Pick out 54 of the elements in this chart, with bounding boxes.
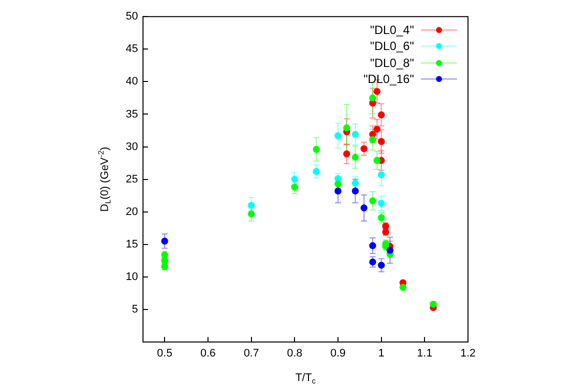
y-tick-label: 25 — [126, 173, 138, 186]
point — [291, 184, 298, 191]
point — [386, 246, 394, 254]
point — [369, 94, 376, 102]
x-tick-label: 0.7 — [244, 348, 259, 360]
point — [352, 188, 359, 195]
point — [291, 176, 298, 183]
y-tick-label: 5 — [132, 303, 138, 316]
point — [360, 204, 368, 212]
point — [352, 180, 359, 187]
y-tick-label: 50 — [126, 10, 138, 23]
x-tick-label: 0.6 — [200, 348, 216, 360]
point — [369, 258, 376, 266]
x-tick-label: 0.9 — [330, 348, 346, 360]
x-tick-label: 1 — [378, 348, 384, 360]
point — [369, 242, 376, 250]
point — [334, 132, 342, 140]
point — [374, 126, 380, 133]
point — [312, 146, 320, 153]
legend-label: "DL0_4" — [370, 22, 414, 37]
point — [374, 156, 380, 164]
y-tick-label: 10 — [126, 270, 138, 283]
point — [378, 171, 385, 178]
x-tick-label: 1.2 — [460, 348, 476, 360]
point — [378, 262, 385, 269]
point — [369, 136, 376, 144]
point — [360, 145, 368, 152]
point — [352, 154, 359, 161]
x-tick-label: 1.1 — [417, 348, 432, 360]
point — [312, 168, 320, 175]
y-tick-label: 45 — [126, 43, 138, 56]
legend-label: "DL0_8" — [370, 56, 414, 70]
legend-label: "DL0_6" — [370, 39, 414, 54]
point — [352, 130, 359, 138]
y-tick-label: 20 — [126, 206, 138, 218]
point — [343, 150, 350, 158]
point — [378, 111, 385, 118]
point — [378, 200, 385, 207]
point — [248, 202, 255, 209]
point — [343, 124, 350, 132]
point — [369, 197, 376, 204]
legend-label: "DL0_16" — [363, 72, 414, 86]
x-tick-label: 0.5 — [157, 348, 172, 360]
point — [334, 180, 342, 188]
point — [248, 210, 255, 218]
point — [378, 138, 385, 146]
x-tick-label: 0.8 — [287, 348, 302, 360]
y-tick-label: 40 — [126, 76, 138, 88]
y-tick-label: 35 — [126, 108, 138, 120]
y-tick-label: 30 — [126, 140, 138, 153]
point — [161, 238, 168, 245]
point — [374, 88, 380, 95]
point — [334, 188, 342, 195]
y-tick-label: 15 — [126, 238, 138, 250]
